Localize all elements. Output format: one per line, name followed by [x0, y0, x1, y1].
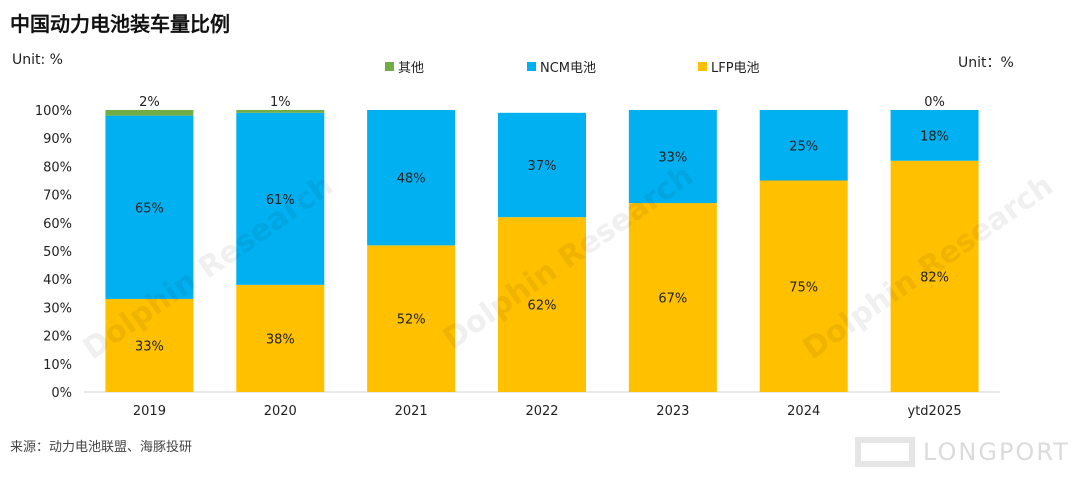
bar-segment-lfp — [498, 217, 586, 392]
data-label-lfp: 82% — [920, 270, 949, 285]
y-tick-label: 30% — [43, 301, 72, 316]
bar-segment-ncm — [890, 110, 979, 161]
data-label-ncm: 65% — [135, 201, 164, 216]
bar-segment-lfp — [628, 203, 717, 392]
data-label-lfp: 67% — [658, 292, 687, 307]
bar-segment-lfp — [890, 160, 979, 392]
bar-segment-lfp — [759, 180, 848, 392]
data-label-ncm: 61% — [266, 193, 295, 208]
legend-item-lfp: LFP电池 — [698, 58, 760, 76]
y-tick-label: 0% — [51, 386, 72, 401]
y-tick-label: 10% — [43, 358, 72, 373]
y-tick-label: 20% — [43, 330, 72, 345]
x-tick-label: 2021 — [395, 404, 428, 419]
y-tick-label: 70% — [43, 189, 72, 204]
bar-segment-lfp — [236, 284, 325, 392]
legend-swatch-ncm — [527, 61, 536, 71]
chart-title: 中国动力电池装车量比例 — [10, 12, 230, 36]
legend-item-other: 其他 — [385, 58, 425, 76]
x-tick-label: 2022 — [525, 404, 558, 419]
data-label-other: 2% — [139, 95, 160, 110]
data-label-other: 1% — [270, 95, 291, 110]
data-label-lfp: 52% — [397, 313, 426, 328]
bar-segment-ncm — [628, 110, 717, 204]
y-tick-label: 50% — [43, 245, 72, 260]
x-tick-label: 2023 — [656, 404, 689, 419]
unit-label-right: Unit：% — [958, 55, 1014, 71]
legend-swatch-other — [385, 61, 394, 71]
bar-segment-lfp — [367, 245, 456, 392]
bar-segment-ncm — [498, 112, 586, 218]
y-tick-label: 90% — [43, 132, 72, 147]
x-tick-label: ytd2025 — [908, 404, 962, 419]
unit-label-left: Unit: % — [12, 52, 63, 68]
source-note: 来源：动力电池联盟、海豚投研 — [10, 440, 193, 455]
bar-segment-ncm — [236, 112, 325, 285]
y-tick-label: 100% — [35, 104, 72, 119]
data-label-lfp: 38% — [266, 332, 295, 347]
data-label-lfp: 75% — [789, 280, 818, 295]
data-label-ncm: 18% — [920, 129, 949, 144]
y-tick-label: 60% — [43, 217, 72, 232]
bar-segment-ncm — [105, 115, 194, 299]
data-label-ncm: 37% — [528, 159, 557, 174]
bar-segment-ncm — [367, 110, 456, 246]
y-tick-label: 40% — [43, 273, 72, 288]
data-label-lfp: 33% — [135, 339, 164, 354]
data-label-ncm: 25% — [789, 139, 818, 154]
data-label-lfp: 62% — [528, 299, 557, 314]
legend-label-other: 其他 — [398, 60, 425, 76]
data-label-other: 0% — [924, 95, 945, 110]
y-tick-label: 80% — [43, 160, 72, 175]
bar-segment-lfp — [105, 298, 194, 392]
data-label-ncm: 48% — [397, 172, 426, 187]
bar-segment-other — [236, 110, 325, 113]
bar-segment-ncm — [759, 110, 848, 181]
data-label-ncm: 33% — [658, 151, 687, 166]
longport-logo: LONGPORT — [855, 437, 1070, 467]
legend-label-ncm: NCM电池 — [540, 60, 597, 76]
legend-item-ncm: NCM电池 — [527, 58, 597, 76]
bar-segment-other — [105, 110, 194, 116]
logo-mark-icon — [855, 437, 915, 467]
logo-text: LONGPORT — [923, 438, 1070, 466]
legend-label-lfp: LFP电池 — [711, 60, 760, 76]
x-tick-label: 2024 — [787, 404, 820, 419]
legend-swatch-lfp — [698, 61, 707, 71]
x-tick-label: 2020 — [264, 404, 297, 419]
x-tick-label: 2019 — [133, 404, 166, 419]
